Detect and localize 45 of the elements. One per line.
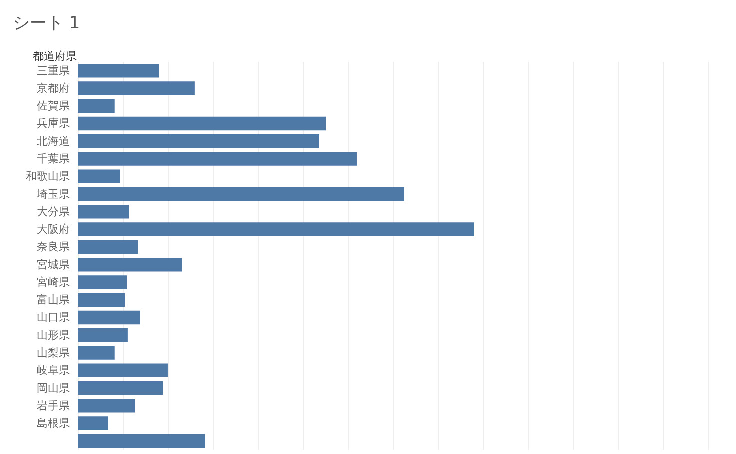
bar <box>78 434 206 448</box>
y-tick-label: 富山県 <box>37 294 70 307</box>
y-tick-label: 大分県 <box>37 205 70 218</box>
bar <box>78 346 115 360</box>
bar <box>78 205 130 219</box>
bar <box>78 381 164 396</box>
y-tick-label: 岡山県 <box>37 382 70 395</box>
bar <box>78 328 128 342</box>
y-tick-label: 島根県 <box>37 417 70 430</box>
y-tick-label: 宮城県 <box>37 258 70 272</box>
bar <box>78 99 115 113</box>
y-tick-label: 山梨県 <box>37 346 70 360</box>
y-tick-label: 山口県 <box>37 311 70 324</box>
y-tick-label: 埼玉県 <box>36 188 70 201</box>
bar <box>78 222 474 236</box>
y-axis-title: 都道府県 <box>33 50 77 63</box>
bar <box>78 116 326 131</box>
y-tick-label: 奈良県 <box>37 240 70 254</box>
bar <box>78 82 195 96</box>
bar <box>78 276 128 290</box>
y-tick-label: 佐賀県 <box>37 100 70 113</box>
y-tick-label: 兵庫県 <box>37 117 70 130</box>
y-tick-label: 山形県 <box>37 328 70 342</box>
y-tick-label: 大阪府 <box>37 223 70 236</box>
y-tick-label: 三重県 <box>37 64 70 78</box>
bar <box>78 64 160 78</box>
y-tick-label: 岐阜県 <box>37 364 70 378</box>
y-tick-label: 岩手県 <box>37 399 70 412</box>
y-tick-label: 千葉県 <box>37 152 70 166</box>
bar <box>78 399 136 413</box>
y-tick-label: 和歌山県 <box>26 170 70 184</box>
bar <box>78 293 126 307</box>
bar <box>78 310 140 325</box>
bar <box>78 152 358 166</box>
bar <box>78 258 182 272</box>
bar <box>78 170 120 184</box>
bar <box>78 240 138 254</box>
bar <box>78 364 168 378</box>
bar <box>78 187 404 202</box>
y-tick-label: 北海道 <box>37 134 70 148</box>
chart-title: シート 1 <box>13 14 80 34</box>
y-tick-label: 宮崎県 <box>37 276 70 289</box>
y-tick-label: 京都府 <box>37 82 70 95</box>
bar <box>78 416 108 430</box>
bar <box>78 134 320 148</box>
